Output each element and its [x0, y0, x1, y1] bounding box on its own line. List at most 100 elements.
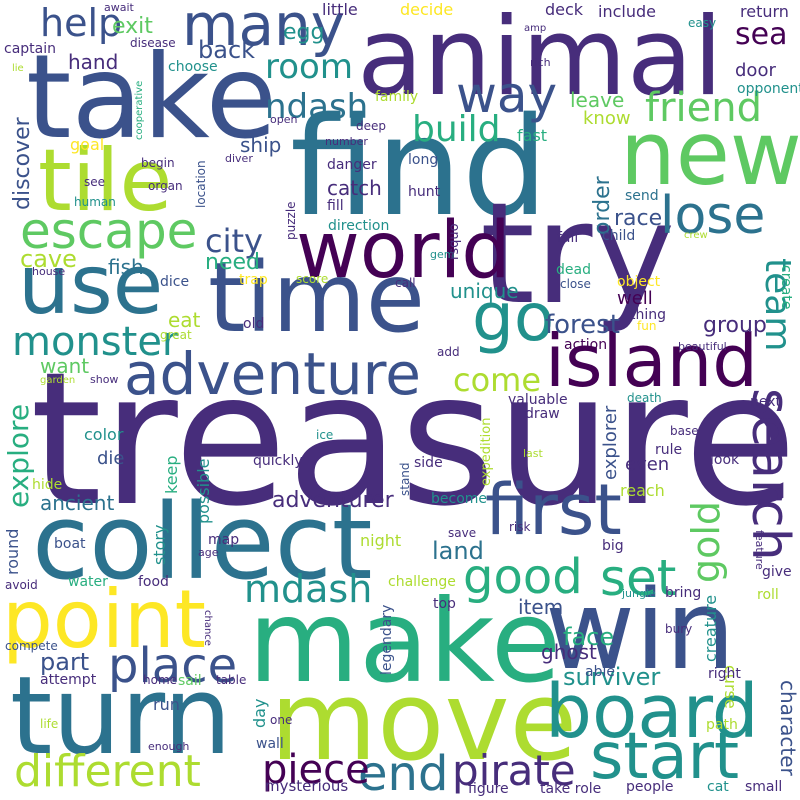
word-forest: forest — [545, 310, 620, 340]
word-enough: enough — [148, 740, 190, 753]
word-use: use — [18, 238, 164, 333]
word-decide: decide — [400, 0, 454, 19]
word-risk: risk — [509, 520, 531, 534]
word-room: room — [265, 47, 353, 87]
word-know: know — [583, 108, 631, 129]
word-different: different — [14, 746, 201, 797]
word-quickly: quickly — [253, 453, 303, 469]
word-direction: direction — [328, 218, 390, 234]
word-win: win — [545, 566, 736, 694]
word-fun: fun — [637, 319, 657, 333]
word-object: object — [617, 274, 661, 290]
word-diver: diver — [225, 152, 253, 165]
word-rich: rich — [530, 56, 551, 69]
word-surviver: surviver — [563, 663, 661, 691]
word-character: character — [776, 680, 800, 776]
word-board: board — [545, 669, 759, 755]
word-go: go — [472, 279, 555, 356]
word-first: first — [485, 469, 622, 551]
word-long: long — [408, 152, 439, 168]
word-order: order — [590, 176, 615, 235]
word-choose: choose — [168, 59, 218, 75]
word-world: world — [296, 206, 511, 296]
word-story: story — [150, 524, 169, 565]
word-day: day — [250, 698, 269, 728]
word-bring: bring — [665, 585, 702, 601]
word-death: death — [627, 391, 662, 405]
word-location: location — [194, 160, 208, 208]
word-lie: lie — [12, 63, 24, 74]
word-make: make — [248, 575, 561, 708]
word-base: base — [670, 424, 699, 438]
word-treasure: treasure — [30, 333, 797, 547]
word-number: number — [325, 135, 368, 148]
word-jungle: jungle — [622, 587, 656, 600]
word-give: give — [762, 564, 792, 580]
word-score: score — [296, 272, 329, 286]
word-one: one — [270, 713, 293, 727]
word-expedition: expedition — [479, 417, 494, 486]
word-hand: hand — [68, 50, 119, 74]
word-crew: crew — [684, 230, 708, 241]
word-set: set — [600, 549, 677, 607]
word-sea: sea — [735, 17, 788, 52]
word-rsquo: rsquo — [447, 223, 462, 260]
word-city: city — [205, 222, 263, 260]
word-fish: fish — [108, 255, 144, 279]
word-danger: danger — [327, 157, 377, 173]
word-fill: fill — [327, 198, 344, 214]
word-thing: thing — [630, 307, 667, 323]
word-many: many — [182, 0, 346, 59]
word-hunt: hunt — [408, 184, 441, 200]
word-friend: friend — [645, 85, 762, 131]
word-leave: leave — [570, 88, 625, 112]
word-easy: easy — [688, 16, 717, 30]
word-include: include — [598, 2, 656, 21]
word-fall: fall — [557, 230, 579, 246]
word-compete: compete — [5, 639, 58, 653]
word-cooperative: cooperative — [134, 80, 145, 140]
word-well: well — [617, 288, 653, 309]
word-age: age — [198, 546, 219, 559]
word-help: help — [40, 1, 123, 45]
word-goal: goal — [70, 135, 105, 154]
word-old: old — [243, 316, 265, 332]
word-reach: reach — [620, 481, 665, 500]
word-point: point — [2, 573, 207, 666]
word-ship: ship — [240, 133, 282, 157]
word-show: show — [90, 373, 119, 386]
word-house: house — [32, 265, 66, 278]
word-cave: cave — [20, 245, 77, 273]
word-ghost: ghost — [541, 640, 597, 664]
word-captain: captain — [4, 41, 56, 57]
word-tile: tile — [38, 131, 173, 231]
word-challenge: challenge — [388, 574, 456, 590]
word-big: big — [602, 538, 624, 554]
word-explorer: explorer — [600, 405, 621, 480]
word-home: home — [143, 673, 178, 687]
word-pirate: pirate — [452, 746, 576, 795]
word-trap: trap — [239, 272, 268, 288]
word-opponent: opponent — [737, 81, 800, 97]
word-escape: escape — [20, 202, 198, 260]
word-part: part — [40, 648, 90, 676]
word-run: run — [153, 695, 180, 714]
word-try: try — [480, 173, 676, 336]
word-look: look — [710, 452, 740, 468]
word-search: search — [740, 388, 800, 561]
word-become: become — [431, 491, 488, 507]
word-even: even — [625, 454, 670, 475]
word-dice: dice — [160, 274, 190, 290]
word-item: item — [518, 595, 564, 619]
word-ancient: ancient — [40, 491, 115, 515]
word-creature: creature — [701, 594, 720, 662]
word-life: life — [40, 717, 59, 731]
word-way: way — [456, 66, 558, 124]
word-figure: figure — [468, 781, 509, 797]
word-action: action — [564, 337, 608, 353]
word-race: race — [614, 206, 663, 231]
word-add: add — [437, 345, 460, 359]
word-organ: organ — [148, 179, 183, 193]
word-group: group — [703, 313, 767, 338]
